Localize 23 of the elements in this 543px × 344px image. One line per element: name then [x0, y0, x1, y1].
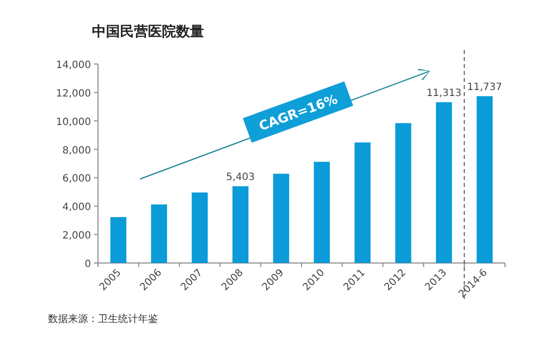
bar [354, 142, 371, 263]
data-label: 11,737 [467, 82, 502, 94]
bar [232, 186, 248, 263]
bar [436, 102, 452, 263]
y-tick-label: 10,000 [56, 116, 91, 128]
bar [476, 96, 493, 263]
bar [395, 123, 412, 263]
y-tick-label: 14,000 [56, 60, 91, 71]
chart-title: 中国民营医院数量 [92, 23, 204, 40]
bar [273, 174, 290, 263]
data-label: 5,403 [226, 172, 255, 184]
y-tick-label: 4,000 [62, 202, 91, 214]
y-tick-label: 12,000 [56, 88, 91, 100]
source-note: 数据来源：卫生统计年鉴 [48, 313, 158, 325]
y-tick-label: 8,000 [62, 145, 91, 156]
bar [314, 162, 330, 263]
y-tick-label: 2,000 [62, 230, 91, 242]
y-tick-label: 0 [84, 259, 91, 270]
bar [110, 217, 126, 263]
bar [151, 204, 168, 263]
bar [192, 192, 208, 263]
data-label: 11,313 [426, 88, 462, 100]
y-tick-label: 6,000 [62, 174, 91, 185]
